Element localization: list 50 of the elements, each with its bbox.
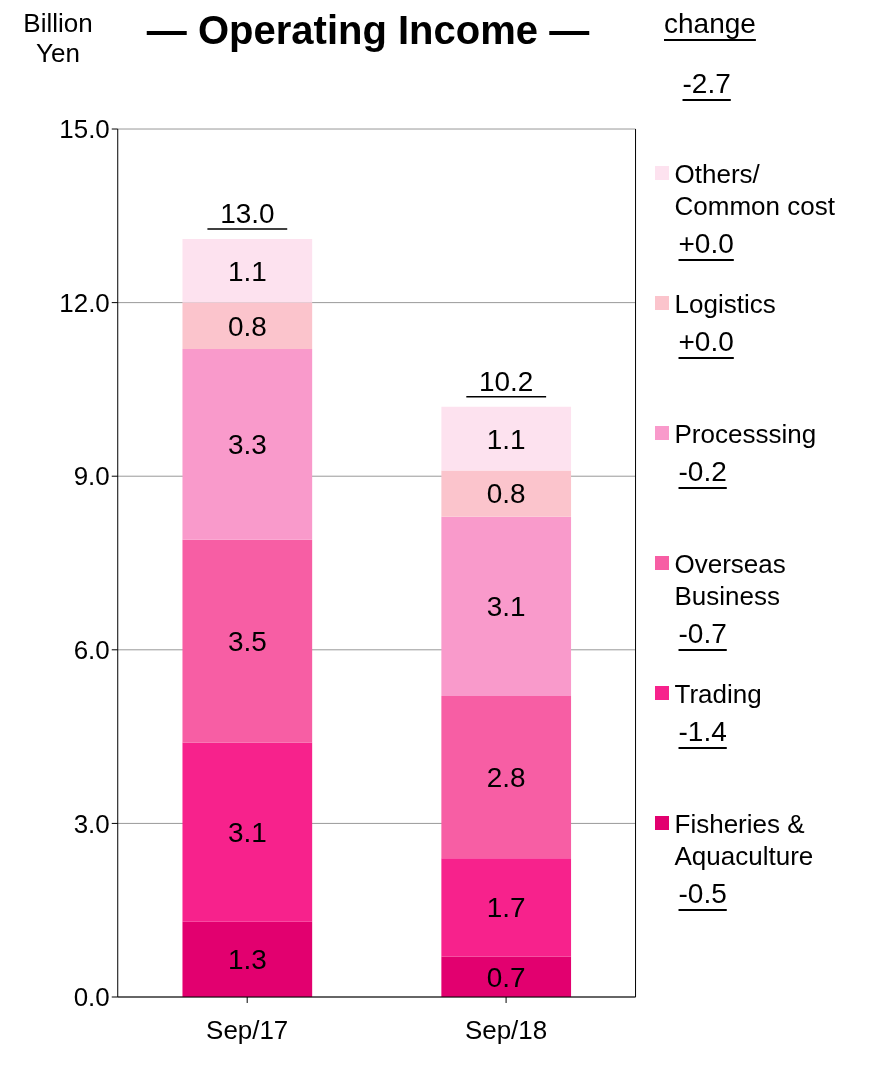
- y-axis-title: Billion Yen: [22, 8, 94, 68]
- y-tick-label: 12.0: [59, 288, 110, 317]
- text: -2.7: [682, 68, 732, 101]
- x-tick-label: Sep/17: [206, 1016, 289, 1045]
- text: +0.0: [678, 326, 734, 358]
- y-tick-label: 3.0: [73, 809, 110, 838]
- y-tick-label: 15.0: [59, 115, 110, 144]
- total-label: 10.2: [479, 365, 534, 397]
- legend-label: Processsing: [674, 418, 818, 450]
- text: -0.5: [678, 878, 727, 910]
- text: -1.4: [678, 716, 727, 748]
- data-label: 1.7: [486, 892, 526, 924]
- legend-label: Others/ Common cost: [674, 158, 836, 222]
- legend-label: Overseas Business: [674, 548, 787, 612]
- bar: [182, 539, 313, 743]
- data-label: 2.8: [486, 762, 526, 794]
- text: -0.2: [678, 456, 727, 488]
- x-tick-label: Sep/18: [465, 1016, 548, 1045]
- data-label: 3.5: [227, 626, 267, 658]
- chart-title: — Operating Income —: [145, 8, 591, 53]
- y-tick-label: 9.0: [73, 462, 110, 491]
- bar: [182, 348, 313, 540]
- bar: [441, 470, 572, 517]
- text: -0.7: [678, 618, 727, 650]
- y-tick-label: 6.0: [73, 636, 110, 665]
- y-tick-label: 0.0: [73, 983, 110, 1012]
- data-label: 1.1: [227, 255, 267, 287]
- bar: [441, 858, 572, 957]
- data-label: 1.3: [227, 944, 267, 976]
- text: change: [664, 8, 756, 40]
- data-label: 3.3: [227, 429, 267, 461]
- data-label: 3.1: [486, 591, 526, 623]
- bar: [182, 921, 313, 997]
- total-label: 13.0: [220, 198, 275, 229]
- legend-label: Logistics: [674, 288, 777, 320]
- text: +0.0: [678, 228, 734, 260]
- legend-label: Fisheries & Aquaculture: [674, 808, 815, 872]
- bar: [182, 302, 313, 349]
- data-label: 0.7: [486, 961, 526, 993]
- data-label: 0.8: [227, 310, 267, 342]
- legend-label: Trading: [674, 678, 763, 710]
- data-label: 1.1: [486, 423, 526, 455]
- data-label: 3.1: [227, 817, 267, 848]
- bar: [182, 238, 313, 303]
- data-label: 0.8: [486, 478, 526, 510]
- bar: [441, 956, 572, 997]
- bar: [441, 406, 572, 471]
- bar: [441, 696, 572, 859]
- bar: [182, 742, 313, 922]
- bar: [441, 516, 572, 697]
